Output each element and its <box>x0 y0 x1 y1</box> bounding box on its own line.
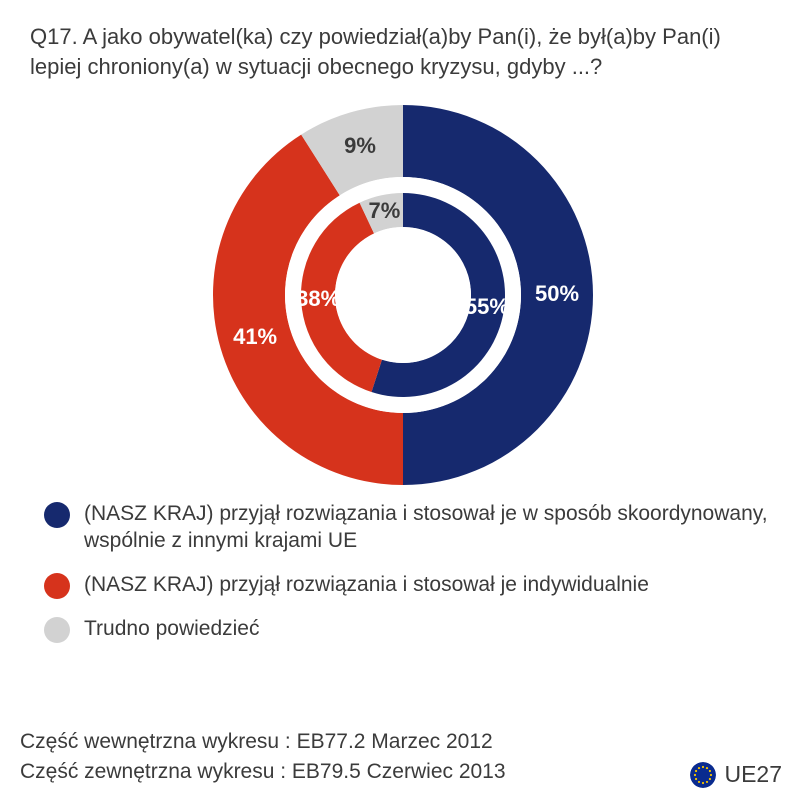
pie-svg: 50% 41% 9% 55% 38% 7% <box>0 100 806 490</box>
legend-item: Trudno powiedzieć <box>44 615 776 643</box>
nested-pie-chart: 50% 41% 9% 55% 38% 7% <box>0 100 806 490</box>
footer-notes: Część wewnętrzna wykresu : EB77.2 Marzec… <box>20 730 786 790</box>
legend: (NASZ KRAJ) przyjął rozwiązania i stosow… <box>44 500 776 659</box>
slice-percent-label: 9% <box>344 133 376 158</box>
eu-flag-icon <box>690 762 716 788</box>
legend-item: (NASZ KRAJ) przyjął rozwiązania i stosow… <box>44 571 776 599</box>
inner-ring-note: Część wewnętrzna wykresu : EB77.2 Marzec… <box>20 730 786 754</box>
region-label: UE27 <box>690 761 782 788</box>
slice-percent-label: 41% <box>233 324 277 349</box>
slice-percent-label: 7% <box>369 198 401 223</box>
question-title: Q17. A jako obywatel(ka) czy powiedział(… <box>30 22 776 81</box>
legend-swatch <box>44 573 70 599</box>
legend-swatch <box>44 502 70 528</box>
legend-swatch <box>44 617 70 643</box>
legend-text: (NASZ KRAJ) przyjął rozwiązania i stosow… <box>84 500 776 555</box>
outer-ring-note: Część zewnętrzna wykresu : EB79.5 Czerwi… <box>20 760 786 784</box>
legend-text: Trudno powiedzieć <box>84 615 260 642</box>
legend-text: (NASZ KRAJ) przyjął rozwiązania i stosow… <box>84 571 649 598</box>
slice-percent-label: 38% <box>296 286 340 311</box>
legend-item: (NASZ KRAJ) przyjął rozwiązania i stosow… <box>44 500 776 555</box>
slice-percent-label: 50% <box>535 281 579 306</box>
slice-percent-label: 55% <box>465 294 509 319</box>
region-text: UE27 <box>724 761 782 788</box>
